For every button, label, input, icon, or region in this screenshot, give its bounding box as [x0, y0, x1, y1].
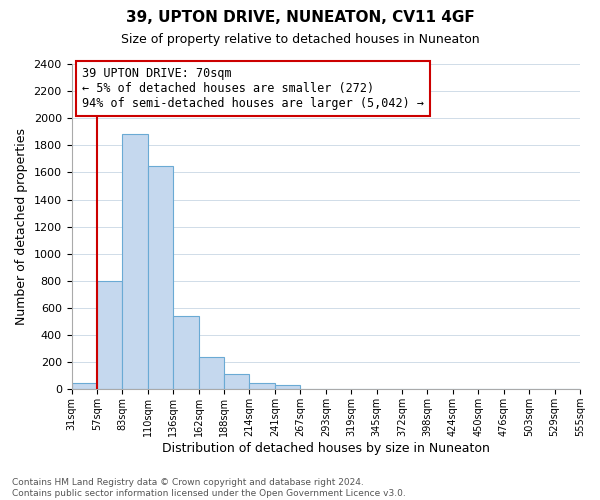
Bar	[199, 358, 224, 390]
Text: 39 UPTON DRIVE: 70sqm
← 5% of detached houses are smaller (272)
94% of semi-deta: 39 UPTON DRIVE: 70sqm ← 5% of detached h…	[82, 68, 424, 110]
Text: Contains HM Land Registry data © Crown copyright and database right 2024.
Contai: Contains HM Land Registry data © Crown c…	[12, 478, 406, 498]
Text: Size of property relative to detached houses in Nuneaton: Size of property relative to detached ho…	[121, 32, 479, 46]
Text: 39, UPTON DRIVE, NUNEATON, CV11 4GF: 39, UPTON DRIVE, NUNEATON, CV11 4GF	[125, 10, 475, 25]
Bar	[250, 382, 275, 390]
Bar	[148, 166, 173, 390]
Bar	[275, 385, 301, 390]
Bar	[71, 382, 97, 390]
Bar	[224, 374, 250, 390]
Y-axis label: Number of detached properties: Number of detached properties	[15, 128, 28, 325]
Bar	[173, 316, 199, 390]
Bar	[97, 281, 122, 390]
X-axis label: Distribution of detached houses by size in Nuneaton: Distribution of detached houses by size …	[162, 442, 490, 455]
Bar	[122, 134, 148, 390]
